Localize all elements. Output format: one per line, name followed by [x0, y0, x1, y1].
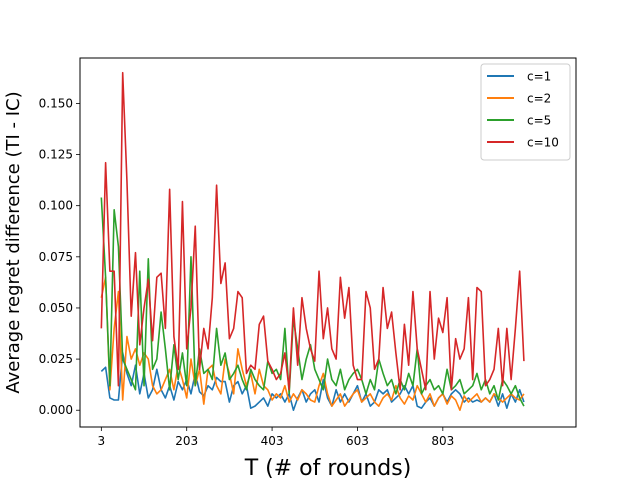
y-tick-label: 0.075: [39, 250, 73, 264]
series-layer: [100, 71, 525, 412]
legend-label: c=1: [527, 70, 551, 84]
series-line-2: [100, 276, 525, 412]
series-line-1: [100, 352, 525, 412]
y-axis-label: Average regret difference (TI - IC): [3, 91, 24, 393]
legend-label: c=5: [527, 114, 551, 128]
legend-box: [480, 63, 571, 161]
x-tick-label: 203: [175, 434, 198, 448]
x-tick-label: 803: [431, 434, 454, 448]
y-tick-label: 0.000: [39, 403, 73, 417]
x-tick-label: 3: [98, 434, 106, 448]
legend-label: c=10: [527, 136, 559, 150]
y-tick-label: 0.125: [39, 148, 73, 162]
x-tick-label: 403: [261, 434, 284, 448]
y-tick-label: 0.025: [39, 352, 73, 366]
y-tick-label: 0.050: [39, 301, 73, 315]
x-axis-label: T (# of rounds): [244, 456, 412, 480]
x-tick-label: 603: [346, 434, 369, 448]
y-tick-label: 0.100: [39, 199, 73, 213]
axes-frame: [79, 57, 577, 428]
legend-label: c=2: [527, 92, 551, 106]
ticks-layer: 3 203 403 603 803 0.000 0.025 0.050 0.075 0.100 0.…: [39, 96, 455, 448]
y-tick-label: 0.150: [39, 96, 73, 110]
series-line-4: [100, 71, 525, 391]
legend: c=1 c=2 c=5 c=10: [480, 63, 571, 161]
